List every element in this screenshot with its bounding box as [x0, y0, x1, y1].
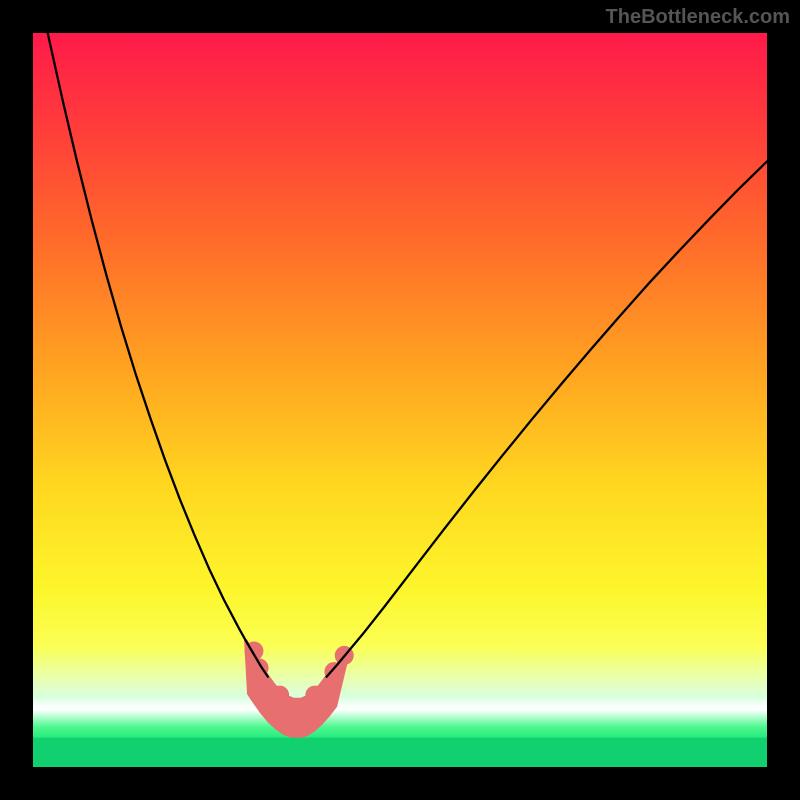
baseline-mask: [33, 738, 767, 767]
highlight-dots: [324, 662, 343, 681]
watermark-text: TheBottleneck.com: [606, 6, 790, 29]
plot-area: [33, 33, 767, 767]
highlight-dots: [270, 686, 289, 705]
highlight-dots: [305, 686, 324, 705]
plot-svg: [33, 33, 767, 767]
chart-canvas: TheBottleneck.com: [0, 0, 800, 800]
gradient-background: [33, 33, 767, 767]
